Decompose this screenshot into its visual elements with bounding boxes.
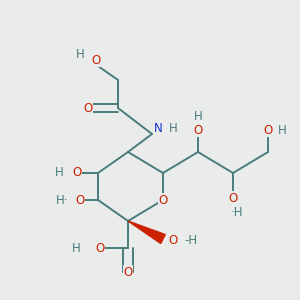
Text: O: O [263, 124, 273, 136]
Text: H: H [55, 167, 63, 179]
Text: O: O [228, 191, 238, 205]
Text: O: O [168, 235, 178, 248]
Text: H: H [278, 124, 286, 136]
Text: H: H [169, 122, 177, 134]
Text: H: H [194, 110, 202, 124]
Text: H: H [76, 49, 84, 62]
Text: O: O [123, 266, 133, 278]
Polygon shape [128, 221, 165, 243]
Text: O: O [158, 194, 168, 206]
Text: H: H [72, 242, 80, 254]
Text: ·H: ·H [231, 206, 243, 220]
Text: O: O [83, 101, 93, 115]
Text: N: N [154, 122, 162, 134]
Text: O: O [75, 194, 85, 206]
Text: O: O [92, 53, 100, 67]
Text: O: O [95, 242, 105, 254]
Text: -H: -H [184, 235, 198, 248]
Text: O: O [72, 167, 82, 179]
Text: O: O [194, 124, 202, 136]
Text: H·: H· [56, 194, 68, 206]
